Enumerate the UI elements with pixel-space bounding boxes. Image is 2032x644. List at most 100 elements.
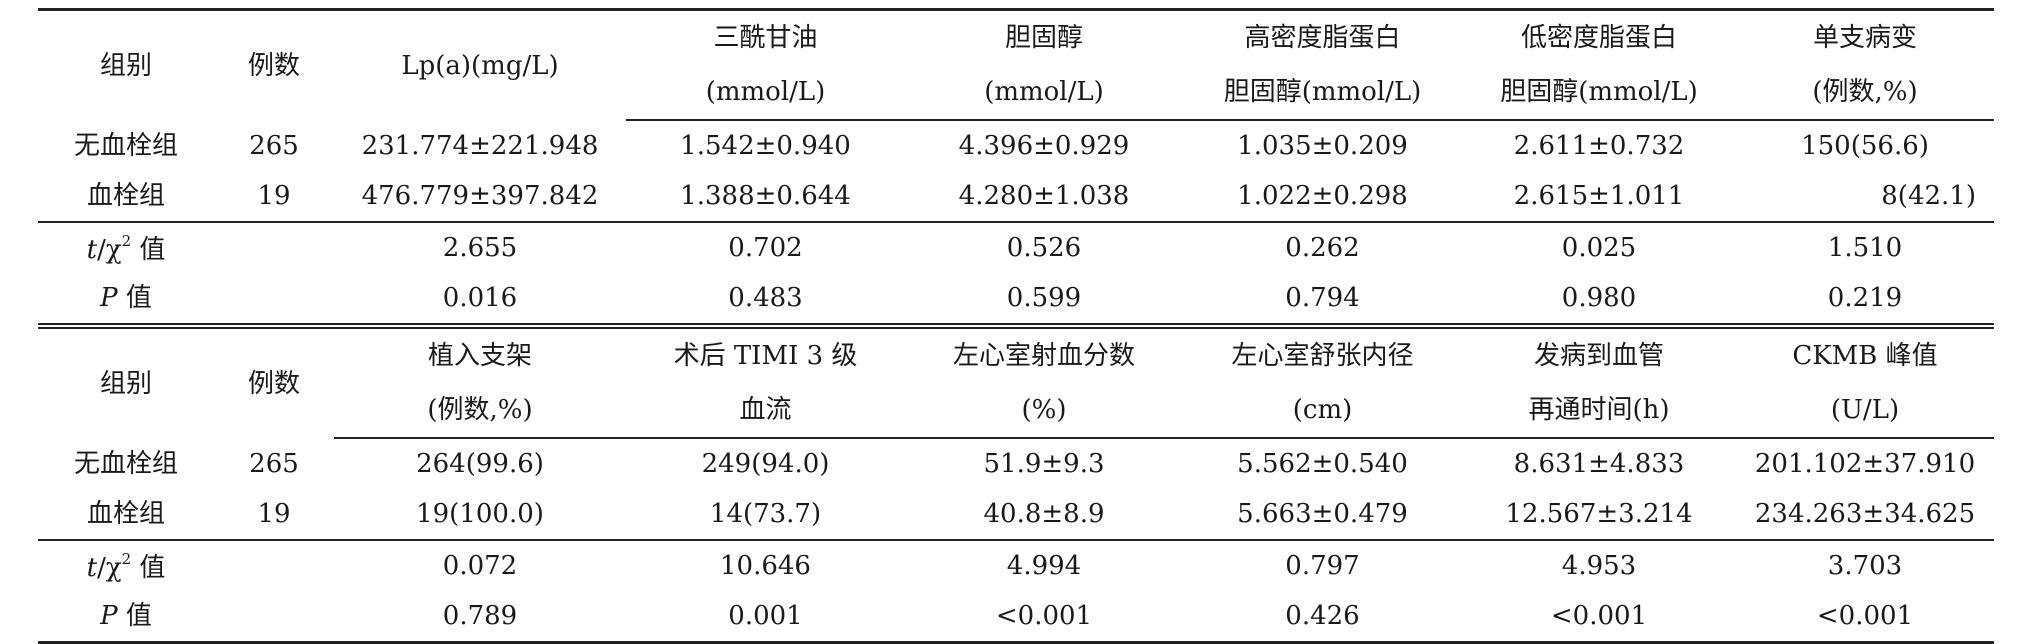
stat-cell: 10.646 <box>626 539 905 591</box>
column-subheader-ckmb: (U/L) <box>1736 383 1994 439</box>
table-row: 无血栓组 265 264(99.6) 249(94.0) 51.9±9.3 5.… <box>38 438 1994 489</box>
stat-cell: 3.703 <box>1736 539 1994 591</box>
empty-cell <box>214 273 334 326</box>
column-header-timi: 术后 TIMI 3 级 <box>626 323 905 383</box>
count-header: 例数 <box>214 8 334 120</box>
group-header: 组别 <box>38 323 214 438</box>
stat-cell: 0.016 <box>442 283 518 313</box>
value-cell: 2.615±1.011 <box>1513 181 1685 211</box>
table-page: 组别 例数 Lp(a)(mg/L) 三酰甘油 胆固醇 高密度脂蛋白 低密度脂蛋白… <box>38 8 1994 644</box>
value-cell: 476.779±397.842 <box>361 181 599 211</box>
table-row: 无血栓组 265 231.774±221.948 1.542±0.940 4.3… <box>38 120 1994 171</box>
stat-cell: 0.789 <box>334 591 626 644</box>
column-header-lpa: Lp(a)(mg/L) <box>334 8 626 120</box>
value-cell: 264(99.6) <box>416 449 544 479</box>
value-cell: 5.562±0.540 <box>1237 449 1408 479</box>
column-header-lvef: 左心室射血分数 <box>905 323 1183 383</box>
count-header: 例数 <box>214 323 334 438</box>
stat-cell: <0.001 <box>905 591 1183 644</box>
value-cell: 1.035±0.209 <box>1237 131 1408 161</box>
stat-cell: 0.025 <box>1462 221 1736 273</box>
column-header-cholesterol: 胆固醇 <box>905 8 1183 65</box>
stat-cell: 0.526 <box>905 221 1183 273</box>
stat-cell: 0.072 <box>334 539 626 591</box>
stat-cell: 2.655 <box>334 221 626 273</box>
value-cell: 4.280±1.038 <box>958 181 1130 211</box>
value-cell: 19(100.0) <box>416 499 544 529</box>
count-cell: 265 <box>249 448 299 479</box>
column-header-reperfusion-time: 发病到血管 <box>1462 323 1736 383</box>
column-header-ckmb: CKMB 峰值 <box>1736 323 1994 383</box>
stat-cell: <0.001 <box>1462 591 1736 644</box>
column-subheader-lvedd: (cm) <box>1183 383 1462 439</box>
stat-cell: 0.219 <box>1827 283 1903 313</box>
count-cell: 265 <box>249 130 299 161</box>
value-cell: 234.263±34.625 <box>1754 499 1976 529</box>
value-cell: 14(73.7) <box>709 499 822 529</box>
stat-cell: 0.980 <box>1561 283 1637 313</box>
column-subheader-single-vessel: (例数,%) <box>1736 65 1994 121</box>
t-statistic-row: t/χ2 值 2.655 0.702 0.526 0.262 0.025 1.5… <box>38 221 1994 273</box>
value-cell: 249(94.0) <box>701 449 830 479</box>
column-header-ldl: 低密度脂蛋白 <box>1462 8 1736 65</box>
column-subheader-lvef: (%) <box>905 383 1183 439</box>
group-cell: 无血栓组 <box>73 130 178 161</box>
stat-cell: 0.483 <box>728 283 803 313</box>
column-subheader-stent: (例数,%) <box>334 383 626 439</box>
empty-cell <box>214 591 334 644</box>
section2-header-row-2: (例数,%) 血流 (%) (cm) 再通时间(h) (U/L) <box>38 383 1994 439</box>
t-statistic-label: t/χ2 值 <box>38 221 214 273</box>
group-cell: 无血栓组 <box>73 448 178 479</box>
value-cell: 2.611±0.732 <box>1513 131 1685 161</box>
value-cell: 8.631±4.833 <box>1513 449 1685 479</box>
value-cell: 4.396±0.929 <box>958 131 1130 161</box>
column-subheader-reperfusion-time: 再通时间(h) <box>1462 383 1736 439</box>
value-cell: 51.9±9.3 <box>983 449 1105 479</box>
group-cell: 血栓组 <box>86 181 165 211</box>
value-cell: 12.567±3.214 <box>1505 499 1693 529</box>
value-cell: 231.774±221.948 <box>361 130 599 161</box>
stat-cell: 4.953 <box>1462 539 1736 591</box>
count-cell: 19 <box>257 181 291 211</box>
stat-cell: 0.702 <box>626 221 905 273</box>
comparison-table: 组别 例数 Lp(a)(mg/L) 三酰甘油 胆固醇 高密度脂蛋白 低密度脂蛋白… <box>38 8 1994 644</box>
empty-cell <box>214 539 334 591</box>
section1-header-row-2: (mmol/L) (mmol/L) 胆固醇(mmol/L) 胆固醇(mmol/L… <box>38 65 1994 121</box>
value-cell: 40.8±8.9 <box>983 499 1105 529</box>
value-cell: 1.022±0.298 <box>1237 181 1408 211</box>
value-cell: 201.102±37.910 <box>1754 449 1976 479</box>
stat-cell: 0.001 <box>626 591 905 644</box>
column-header-single-vessel: 单支病变 <box>1736 8 1994 65</box>
stat-cell: 4.994 <box>905 539 1183 591</box>
stat-cell: 0.797 <box>1183 539 1462 591</box>
column-subheader-hdl: 胆固醇(mmol/L) <box>1183 65 1462 121</box>
stat-cell: 0.426 <box>1183 591 1462 644</box>
p-value-label: P 值 <box>100 283 152 313</box>
stat-cell: <0.001 <box>1736 591 1994 644</box>
column-header-stent: 植入支架 <box>334 323 626 383</box>
group-cell: 血栓组 <box>86 499 165 529</box>
column-subheader-ldl: 胆固醇(mmol/L) <box>1462 65 1736 121</box>
section1-header-row-1: 组别 例数 Lp(a)(mg/L) 三酰甘油 胆固醇 高密度脂蛋白 低密度脂蛋白… <box>38 8 1994 120</box>
table-row: 血栓组 19 19(100.0) 14(73.7) 40.8±8.9 5.663… <box>38 489 1994 540</box>
column-subheader-timi: 血流 <box>626 383 905 439</box>
empty-cell <box>214 221 334 273</box>
stat-cell: 0.262 <box>1183 221 1462 273</box>
p-value-row: P 值 0.016 0.483 0.599 0.794 0.980 0.219 <box>38 273 1994 326</box>
column-subheader-cholesterol: (mmol/L) <box>905 65 1183 121</box>
p-value-row: P 值 0.789 0.001 <0.001 0.426 <0.001 <0.0… <box>38 591 1994 644</box>
stat-cell: 0.794 <box>1285 283 1360 313</box>
column-header-triglyceride: 三酰甘油 <box>626 8 905 65</box>
t-statistic-row: t/χ2 值 0.072 10.646 4.994 0.797 4.953 3.… <box>38 539 1994 591</box>
table-row: 血栓组 19 476.779±397.842 1.388±0.644 4.280… <box>38 171 1994 222</box>
section2-header-row-1: 组别 例数 植入支架 术后 TIMI 3 级 左心室射血分数 左心室舒张内径 发… <box>38 323 1994 438</box>
column-subheader-triglyceride: (mmol/L) <box>626 65 905 121</box>
column-header-lvedd: 左心室舒张内径 <box>1183 323 1462 383</box>
value-cell: 5.663±0.479 <box>1237 499 1408 529</box>
value-cell: 1.542±0.940 <box>680 131 851 161</box>
group-header: 组别 <box>38 8 214 120</box>
stat-cell: 0.599 <box>1006 283 1082 313</box>
p-value-label: P 值 <box>38 591 214 644</box>
column-header-hdl: 高密度脂蛋白 <box>1183 8 1462 65</box>
value-cell: 150(56.6) <box>1801 131 1929 161</box>
